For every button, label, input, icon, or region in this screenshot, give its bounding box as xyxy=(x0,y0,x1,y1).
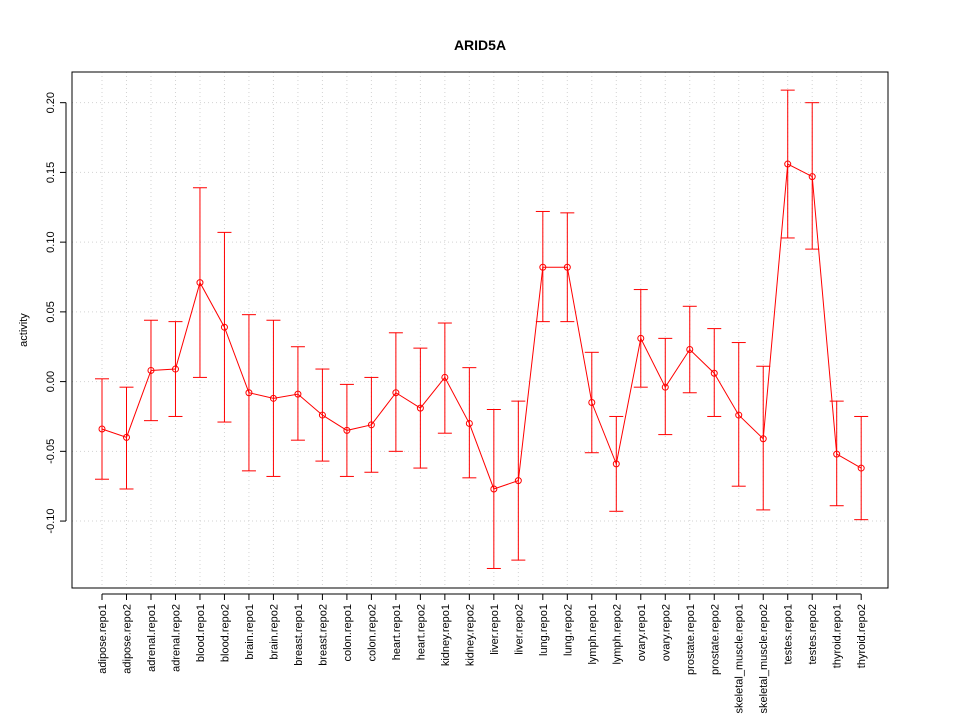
data-point xyxy=(245,389,253,397)
data-point xyxy=(220,323,228,331)
y-axis: -0.10 -0.05 0.00 0.05 0.10 0.15 0.20 xyxy=(45,92,67,534)
x-tick-label: thyroid.repo2 xyxy=(856,604,868,668)
x-tick-label: heart.repo1 xyxy=(391,604,403,660)
x-tick-label: adrenal.repo2 xyxy=(170,604,182,672)
x-tick-label: kidney.repo1 xyxy=(440,604,452,666)
data-point xyxy=(416,404,424,412)
x-tick-label: breast.repo1 xyxy=(293,604,305,666)
data-point xyxy=(318,411,326,419)
data-point xyxy=(441,373,449,381)
data-point xyxy=(294,390,302,398)
data-point xyxy=(833,450,841,458)
x-tick-label: liver.repo2 xyxy=(513,604,525,655)
data-point xyxy=(808,173,816,181)
x-tick-label: blood.repo2 xyxy=(219,604,231,662)
x-tick-label: lung.repo1 xyxy=(538,604,550,656)
y-tick-label: 0.20 xyxy=(45,92,57,113)
x-tick-label: colon.repo2 xyxy=(366,604,378,662)
data-point xyxy=(857,464,865,472)
x-tick-label: lymph.repo2 xyxy=(611,604,623,665)
data-point xyxy=(269,394,277,402)
x-tick-label: kidney.repo2 xyxy=(464,604,476,666)
data-point xyxy=(612,460,620,468)
data-point xyxy=(196,279,204,287)
data-point xyxy=(637,334,645,342)
y-tick-label: 0.05 xyxy=(45,301,57,322)
x-tick-label: skeletal_muscle.repo2 xyxy=(758,604,770,713)
x-tick-label: adipose.repo2 xyxy=(121,604,133,674)
y-tick-label: 0.15 xyxy=(45,162,57,183)
series-layer xyxy=(95,89,869,569)
x-tick-label: brain.repo2 xyxy=(268,604,280,660)
y-tick-label: 0.10 xyxy=(45,231,57,252)
x-tick-label: testes.repo1 xyxy=(783,604,795,665)
x-tick-label: heart.repo2 xyxy=(415,604,427,660)
x-tick-label: prostate.repo2 xyxy=(709,604,721,675)
x-tick-label: liver.repo1 xyxy=(489,604,501,655)
data-point xyxy=(514,477,522,485)
y-tick-label: -0.05 xyxy=(45,439,57,464)
x-tick-label: prostate.repo1 xyxy=(685,604,697,675)
x-tick-label: adrenal.repo1 xyxy=(146,604,158,672)
x-tick-label: blood.repo1 xyxy=(195,604,207,662)
data-point xyxy=(343,426,351,434)
data-point xyxy=(759,435,767,443)
data-point xyxy=(710,369,718,377)
data-point xyxy=(539,263,547,271)
y-axis-label: activity xyxy=(18,313,30,347)
data-point xyxy=(563,263,571,271)
plot-frame xyxy=(71,71,889,589)
data-point xyxy=(686,346,694,354)
data-point xyxy=(171,365,179,373)
x-tick-label: colon.repo1 xyxy=(342,604,354,662)
data-point xyxy=(98,425,106,433)
series-line xyxy=(101,163,862,490)
y-tick-label: 0.00 xyxy=(45,371,57,392)
y-tick-label: -0.10 xyxy=(45,509,57,534)
x-tick-label: thyroid.repo1 xyxy=(832,604,844,668)
x-axis: adipose.repo1 adipose.repo2 adrenal.repo1 a… xyxy=(97,593,868,713)
x-tick-label: ovary.repo1 xyxy=(636,604,648,661)
chart-title: ARID5A xyxy=(454,37,506,53)
x-tick-label: testes.repo2 xyxy=(807,604,819,665)
grid xyxy=(72,72,888,588)
x-tick-label: ovary.repo2 xyxy=(660,604,672,661)
data-point xyxy=(392,389,400,397)
data-point xyxy=(465,419,473,427)
data-point xyxy=(147,366,155,374)
data-point xyxy=(367,421,375,429)
x-tick-label: breast.repo2 xyxy=(317,604,329,666)
x-tick-label: brain.repo1 xyxy=(244,604,256,660)
data-point xyxy=(735,411,743,419)
data-point xyxy=(490,485,498,493)
data-point xyxy=(122,433,130,441)
data-point xyxy=(784,160,792,168)
x-tick-label: skeletal_muscle.repo1 xyxy=(734,604,746,713)
x-tick-label: lung.repo2 xyxy=(562,604,574,656)
x-tick-label: adipose.repo1 xyxy=(97,604,109,674)
data-point xyxy=(588,399,596,407)
x-tick-label: lymph.repo1 xyxy=(587,604,599,665)
data-point xyxy=(661,383,669,391)
